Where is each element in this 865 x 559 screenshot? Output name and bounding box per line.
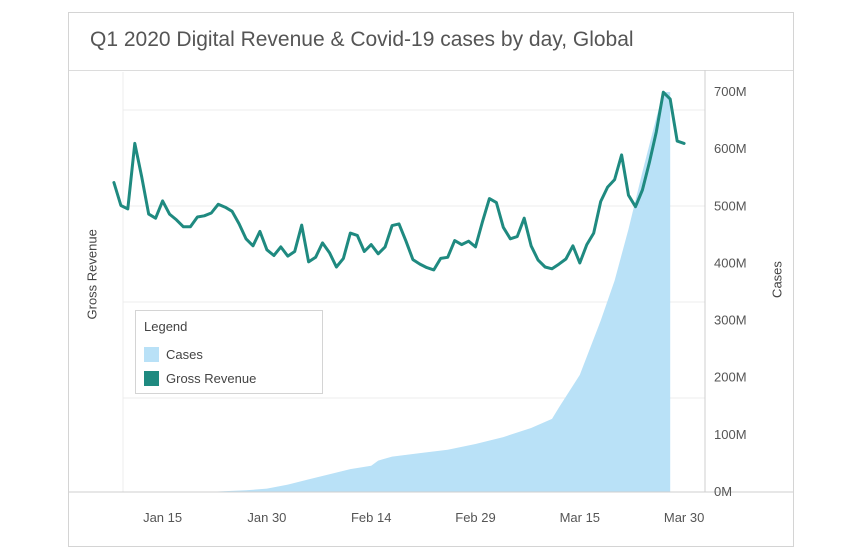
legend-swatch-cases xyxy=(144,346,159,362)
legend-swatch-gross-revenue xyxy=(144,370,159,386)
legend-item-cases: Cases xyxy=(144,345,203,363)
y2-tick-label: 500M xyxy=(714,198,747,213)
x-tick-label: Jan 15 xyxy=(143,510,182,525)
x-tick-label: Feb 14 xyxy=(351,510,391,525)
legend-item-gross-revenue: Gross Revenue xyxy=(144,369,256,387)
axes-layer xyxy=(69,70,793,493)
cases-area-layer xyxy=(211,92,671,492)
x-tick-label: Feb 29 xyxy=(455,510,495,525)
x-tick-label: Jan 30 xyxy=(247,510,286,525)
y2-tick-label: 300M xyxy=(714,313,747,328)
y2-tick-label: 600M xyxy=(714,141,747,156)
x-tick-label: Mar 30 xyxy=(664,510,704,525)
legend-label-gross-revenue: Gross Revenue xyxy=(166,370,257,386)
gross-revenue-line xyxy=(112,90,686,272)
cases-area xyxy=(211,92,671,492)
legend-title: Legend xyxy=(144,319,188,334)
y2-tick-label: 100M xyxy=(714,427,747,442)
y2-tick-label: 400M xyxy=(714,255,747,270)
x-tick-label: Mar 15 xyxy=(560,510,600,525)
revenue-line-layer xyxy=(112,90,686,272)
y2-tick-label: 200M xyxy=(714,370,747,385)
y2-tick-label: 0M xyxy=(714,484,732,499)
title-divider xyxy=(69,70,793,71)
x-axis-ticks: Jan 15 Jan 30 Feb 14 Feb 29 Mar 15 Mar 30 xyxy=(143,510,704,525)
y-axis-title-right: Cases xyxy=(769,261,785,298)
legend: Legend Cases Gross Revenue xyxy=(135,310,323,394)
y-axis-title-left: Gross Revenue xyxy=(84,229,100,320)
y2-axis-ticks: 0M 100M 200M 300M 400M 500M 600M 700M xyxy=(714,84,747,499)
chart-title: Q1 2020 Digital Revenue & Covid-19 cases… xyxy=(90,28,634,51)
legend-label-cases: Cases xyxy=(166,346,203,362)
y2-tick-label: 700M xyxy=(714,84,747,99)
